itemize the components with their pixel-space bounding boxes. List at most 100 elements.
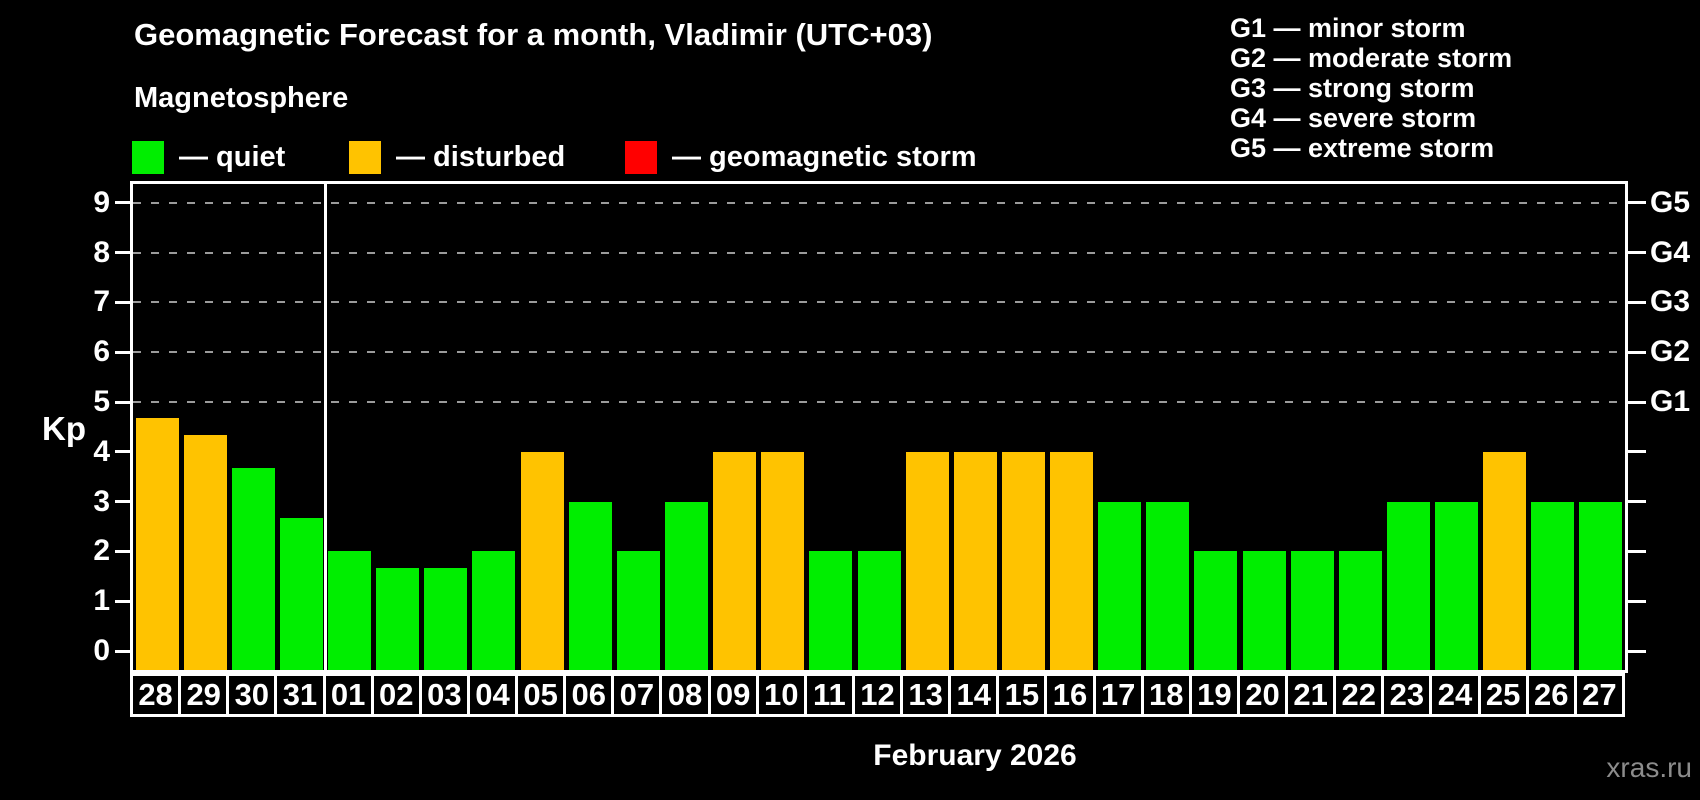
kp-bar-day-01 xyxy=(328,551,372,670)
day-label-10: 10 xyxy=(755,673,807,717)
g-scale-axis-label-G5: G5 xyxy=(1650,185,1691,219)
y-axis-tick-right-9 xyxy=(1628,201,1646,205)
kp-gridline-8 xyxy=(133,251,1625,254)
kp-bar-day-30 xyxy=(231,468,275,670)
disturbed-color-swatch xyxy=(349,141,381,174)
day-label-16: 16 xyxy=(1044,673,1096,717)
kp-bar-day-06 xyxy=(568,501,612,670)
y-axis-tick-left-9 xyxy=(115,201,133,205)
kp-bar-day-16 xyxy=(1050,451,1094,670)
y-axis-tick-label-0: 0 xyxy=(93,634,110,667)
legend-label-storm: — geomagnetic storm xyxy=(672,141,977,173)
storm-scale-legend: G1 — minor storm G2 — moderate storm G3 … xyxy=(1230,13,1512,163)
y-axis-tick-label-7: 7 xyxy=(93,285,110,319)
storm-scale-g4: G4 — severe storm xyxy=(1230,103,1477,133)
kp-bar-day-05 xyxy=(520,451,564,670)
g-scale-axis-label-G1: G1 xyxy=(1650,385,1691,418)
y-axis-tick-label-2: 2 xyxy=(93,534,110,568)
storm-scale-g3: G3 — strong storm xyxy=(1230,73,1475,103)
day-label-11: 11 xyxy=(803,673,855,717)
storm-scale-g1: G1 — minor storm xyxy=(1230,13,1466,43)
day-label-07: 07 xyxy=(611,673,663,717)
x-axis-month-label: February 2026 xyxy=(873,739,1077,772)
kp-bar-day-28 xyxy=(135,418,179,670)
kp-bar-day-12 xyxy=(857,551,901,670)
kp-bar-day-09 xyxy=(713,451,757,670)
day-label-02: 02 xyxy=(370,673,422,717)
kp-bar-day-26 xyxy=(1531,501,1575,670)
kp-bar-day-24 xyxy=(1435,501,1479,670)
legend-label-quiet: — quiet xyxy=(179,141,286,173)
g-scale-axis-label-G2: G2 xyxy=(1650,335,1691,369)
day-label-18: 18 xyxy=(1140,673,1192,717)
kp-bar-day-02 xyxy=(376,567,420,670)
day-label-26: 26 xyxy=(1525,673,1577,717)
quiet-color-swatch xyxy=(132,141,164,174)
y-axis-tick-left-0 xyxy=(115,649,133,653)
day-label-23: 23 xyxy=(1381,673,1433,717)
kp-bar-day-13 xyxy=(905,451,949,670)
kp-bar-day-18 xyxy=(1146,501,1190,670)
day-label-21: 21 xyxy=(1285,673,1337,717)
y-axis-tick-left-1 xyxy=(115,599,133,603)
y-axis-label: Kp xyxy=(42,410,86,447)
kp-bar-day-29 xyxy=(183,435,227,670)
month-separator-line xyxy=(324,184,328,670)
y-axis-tick-right-8 xyxy=(1628,251,1646,255)
day-label-05: 05 xyxy=(515,673,567,717)
day-label-27: 27 xyxy=(1573,673,1625,717)
kp-gridline-9 xyxy=(133,201,1625,204)
day-label-15: 15 xyxy=(996,673,1048,717)
day-label-08: 08 xyxy=(659,673,711,717)
legend-label-disturbed: — disturbed xyxy=(396,141,566,173)
page-title: Geomagnetic Forecast for a month, Vladim… xyxy=(134,17,933,52)
y-axis-tick-right-7 xyxy=(1628,300,1646,304)
y-axis-tick-left-3 xyxy=(115,500,133,504)
kp-bar-day-04 xyxy=(472,551,516,670)
y-axis-tick-label-5: 5 xyxy=(93,385,110,418)
day-label-24: 24 xyxy=(1429,673,1481,717)
day-label-14: 14 xyxy=(948,673,1000,717)
y-axis-tick-left-8 xyxy=(115,251,133,255)
day-label-25: 25 xyxy=(1477,673,1529,717)
kp-gridline-5 xyxy=(133,401,1625,403)
y-axis-tick-right-0 xyxy=(1628,649,1646,653)
g-scale-axis-label-G4: G4 xyxy=(1650,235,1691,269)
kp-bar-day-27 xyxy=(1579,501,1623,670)
kp-bar-day-17 xyxy=(1098,501,1142,670)
day-label-29: 29 xyxy=(178,673,230,717)
day-label-22: 22 xyxy=(1333,673,1385,717)
kp-bar-day-15 xyxy=(1001,451,1045,670)
kp-bar-day-19 xyxy=(1194,551,1238,670)
y-axis-tick-label-1: 1 xyxy=(93,584,110,618)
kp-bar-day-14 xyxy=(953,451,997,670)
y-axis-tick-right-4 xyxy=(1628,450,1646,454)
legend-item-quiet: — quiet xyxy=(132,141,285,174)
day-label-09: 09 xyxy=(707,673,759,717)
storm-scale-g2: G2 — moderate storm xyxy=(1230,43,1513,73)
kp-gridline-6 xyxy=(133,351,1625,354)
y-axis-tick-right-5 xyxy=(1628,400,1646,404)
day-label-13: 13 xyxy=(900,673,952,717)
day-label-01: 01 xyxy=(322,673,374,717)
y-axis-tick-label-3: 3 xyxy=(93,484,110,518)
magnetosphere-legend-title: Magnetosphere xyxy=(134,82,349,114)
y-axis-tick-left-4 xyxy=(115,450,133,454)
y-axis-tick-left-5 xyxy=(115,400,133,404)
day-label-12: 12 xyxy=(851,673,904,717)
y-axis-tick-right-1 xyxy=(1628,599,1646,603)
kp-bar-day-11 xyxy=(809,551,853,670)
day-label-06: 06 xyxy=(563,673,615,717)
kp-bar-day-20 xyxy=(1242,551,1286,670)
kp-bar-day-03 xyxy=(424,567,468,670)
legend-item-storm: — geomagnetic storm xyxy=(625,141,977,174)
storm-color-swatch xyxy=(625,141,657,174)
y-axis-tick-right-2 xyxy=(1628,549,1646,553)
kp-bar-day-23 xyxy=(1386,501,1430,670)
watermark: xras.ru xyxy=(1606,752,1692,783)
day-label-04: 04 xyxy=(466,673,519,717)
day-label-31: 31 xyxy=(274,673,326,717)
day-label-19: 19 xyxy=(1188,673,1240,717)
y-axis-tick-label-6: 6 xyxy=(93,335,110,369)
